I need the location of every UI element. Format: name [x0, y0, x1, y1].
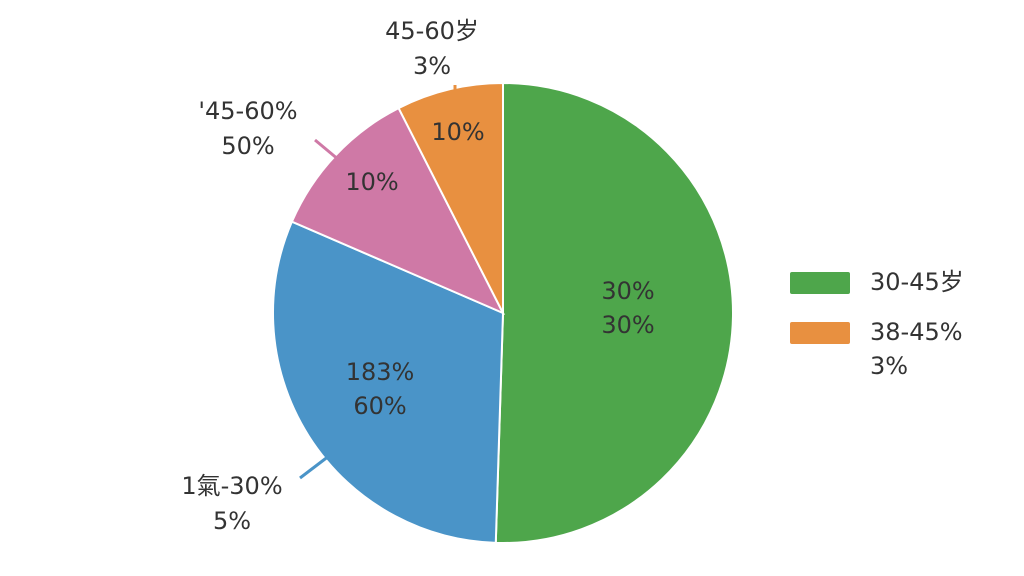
slice-label: 183% — [346, 358, 415, 386]
slice-label: 60% — [353, 392, 406, 420]
pie-slice — [494, 81, 734, 544]
callout-label: 3% — [413, 52, 451, 80]
callout-line — [314, 138, 346, 167]
callout-label: '45-60% — [198, 97, 297, 125]
pie-slice — [272, 220, 505, 544]
legend-swatch — [790, 272, 850, 294]
legend-label: 3% — [870, 352, 908, 380]
slice-label: 10% — [345, 168, 398, 196]
legend-swatch — [790, 322, 850, 344]
callout-label: 45-60岁 — [385, 17, 479, 45]
legend-label: 30-45岁 — [870, 268, 964, 296]
pie-slice — [397, 81, 504, 314]
callout-line — [299, 438, 351, 480]
legend-label: 38-45% — [870, 318, 963, 346]
callout-label: 5% — [213, 507, 251, 535]
callout-label: 50% — [221, 132, 274, 160]
slice-label: 30% — [601, 277, 654, 305]
slice-label: 10% — [431, 118, 484, 146]
callout-label: 1氣-30% — [181, 472, 282, 500]
slice-label: 30% — [601, 311, 654, 339]
